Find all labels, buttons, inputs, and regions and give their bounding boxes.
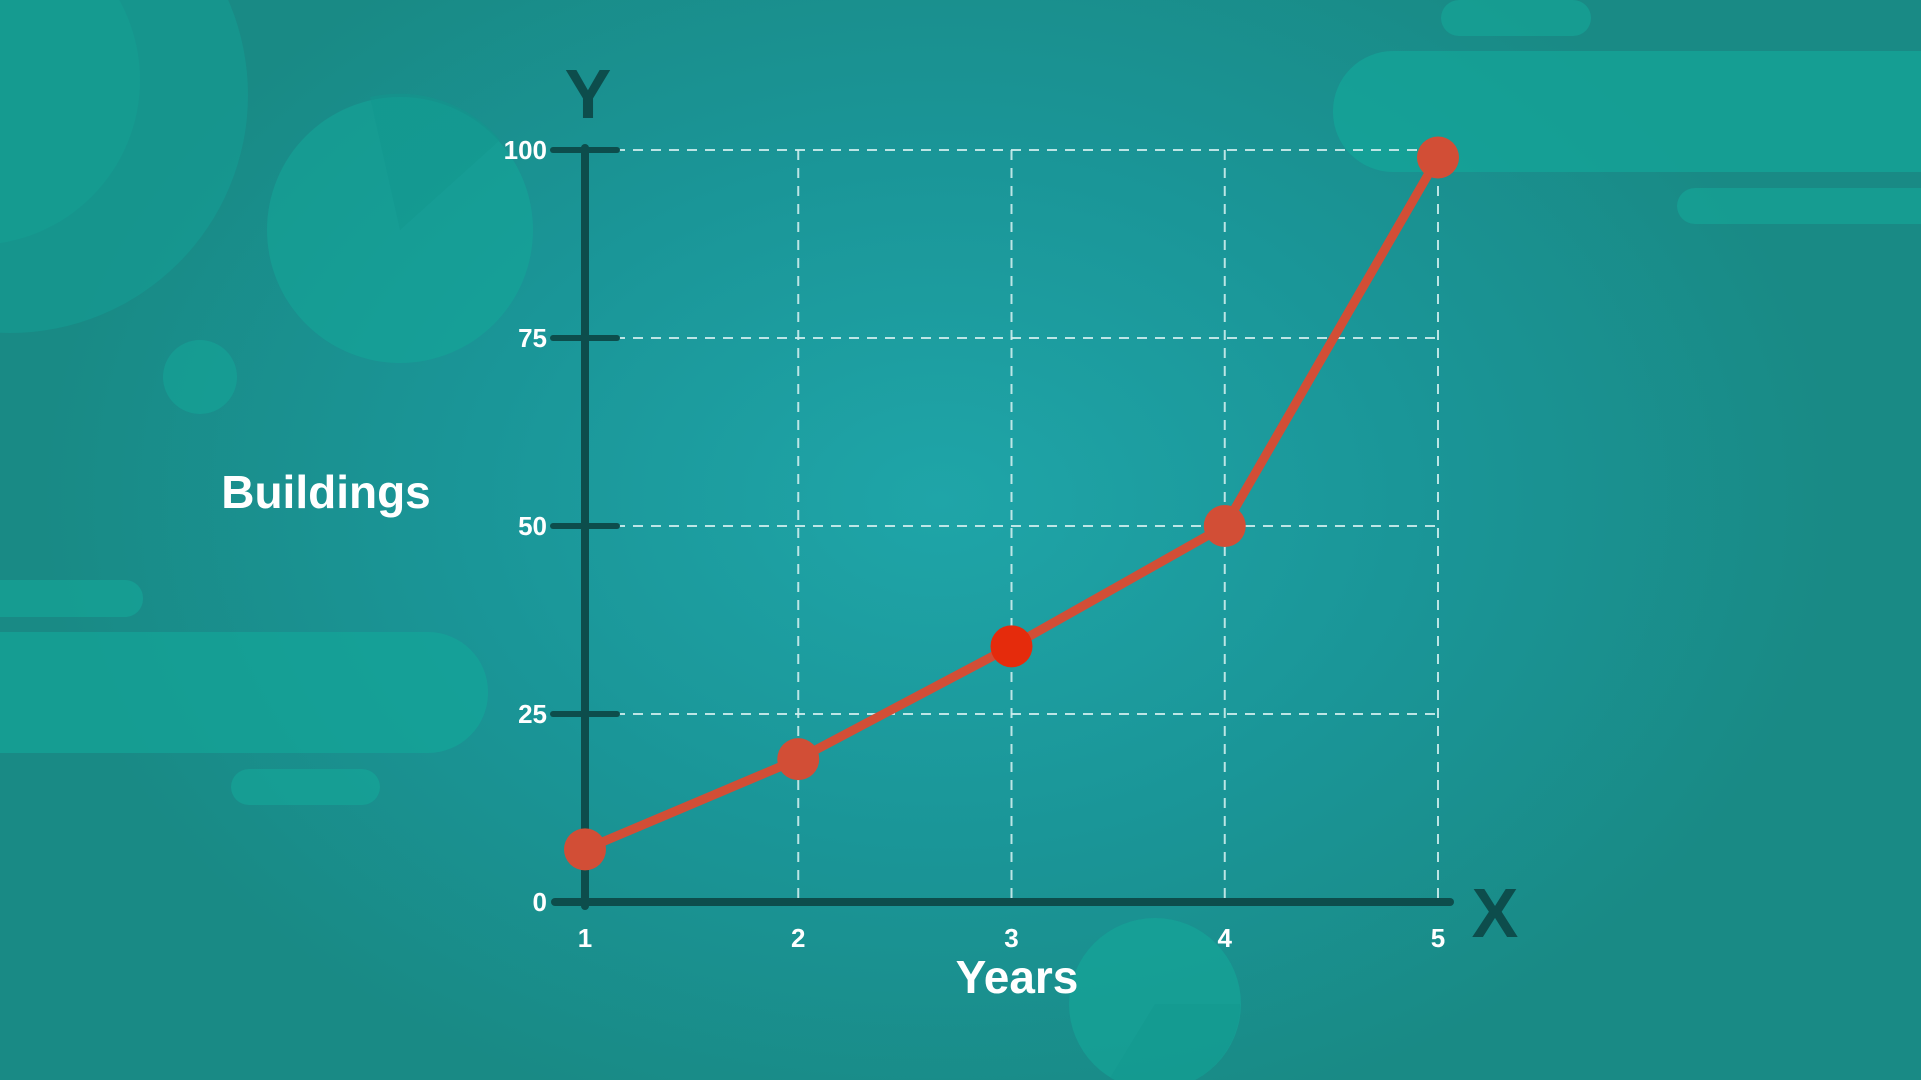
- series-line: [564, 136, 1459, 871]
- decor-bar-top-small: [1441, 0, 1591, 36]
- y-tick-label-25: 25: [518, 699, 547, 729]
- decor-bar-top-wide: [1333, 51, 1921, 172]
- decor-bar-left-small: [231, 769, 380, 805]
- x-tick-label-5: 5: [1431, 923, 1445, 953]
- decor-bar-top-thin: [1677, 188, 1921, 224]
- decor-circle-large: [0, 0, 248, 333]
- decor-pie-wedge-left: [370, 93, 500, 230]
- y-tick-label-100: 100: [504, 135, 547, 165]
- data-point-5: [1417, 136, 1459, 179]
- x-tick-label-3: 3: [1004, 923, 1018, 953]
- decor-pie-bottom: [1069, 918, 1241, 1080]
- axes: [550, 144, 1454, 910]
- y-axis-title: Buildings: [221, 466, 431, 518]
- x-tick-label-4: 4: [1218, 923, 1233, 953]
- decor-pie-wedge-bottom: [1110, 1004, 1241, 1080]
- decor-bar-left-thin: [0, 580, 143, 617]
- grid-lines: [615, 149, 1439, 902]
- y-tick-label-75: 75: [518, 323, 547, 353]
- data-point-1: [564, 828, 606, 871]
- x-tick-label-2: 2: [791, 923, 805, 953]
- data-point-4: [1203, 505, 1246, 547]
- data-point-2: [777, 738, 820, 781]
- decor-dot-small: [163, 340, 237, 414]
- y-axis-letter: Y: [565, 55, 612, 133]
- tick-labels: 0 25 50 75 100 1 2 3 4 5: [504, 135, 1446, 953]
- decor-bar-left-wide: [0, 632, 488, 753]
- x-axis-title: Years: [956, 951, 1079, 1003]
- decor-circle-large-inner: [0, 0, 140, 244]
- y-tick-label-0: 0: [533, 887, 547, 917]
- x-axis-letter: X: [1472, 874, 1519, 952]
- data-point-3: [990, 625, 1033, 668]
- y-tick-label-50: 50: [518, 511, 547, 541]
- x-tick-label-1: 1: [578, 923, 592, 953]
